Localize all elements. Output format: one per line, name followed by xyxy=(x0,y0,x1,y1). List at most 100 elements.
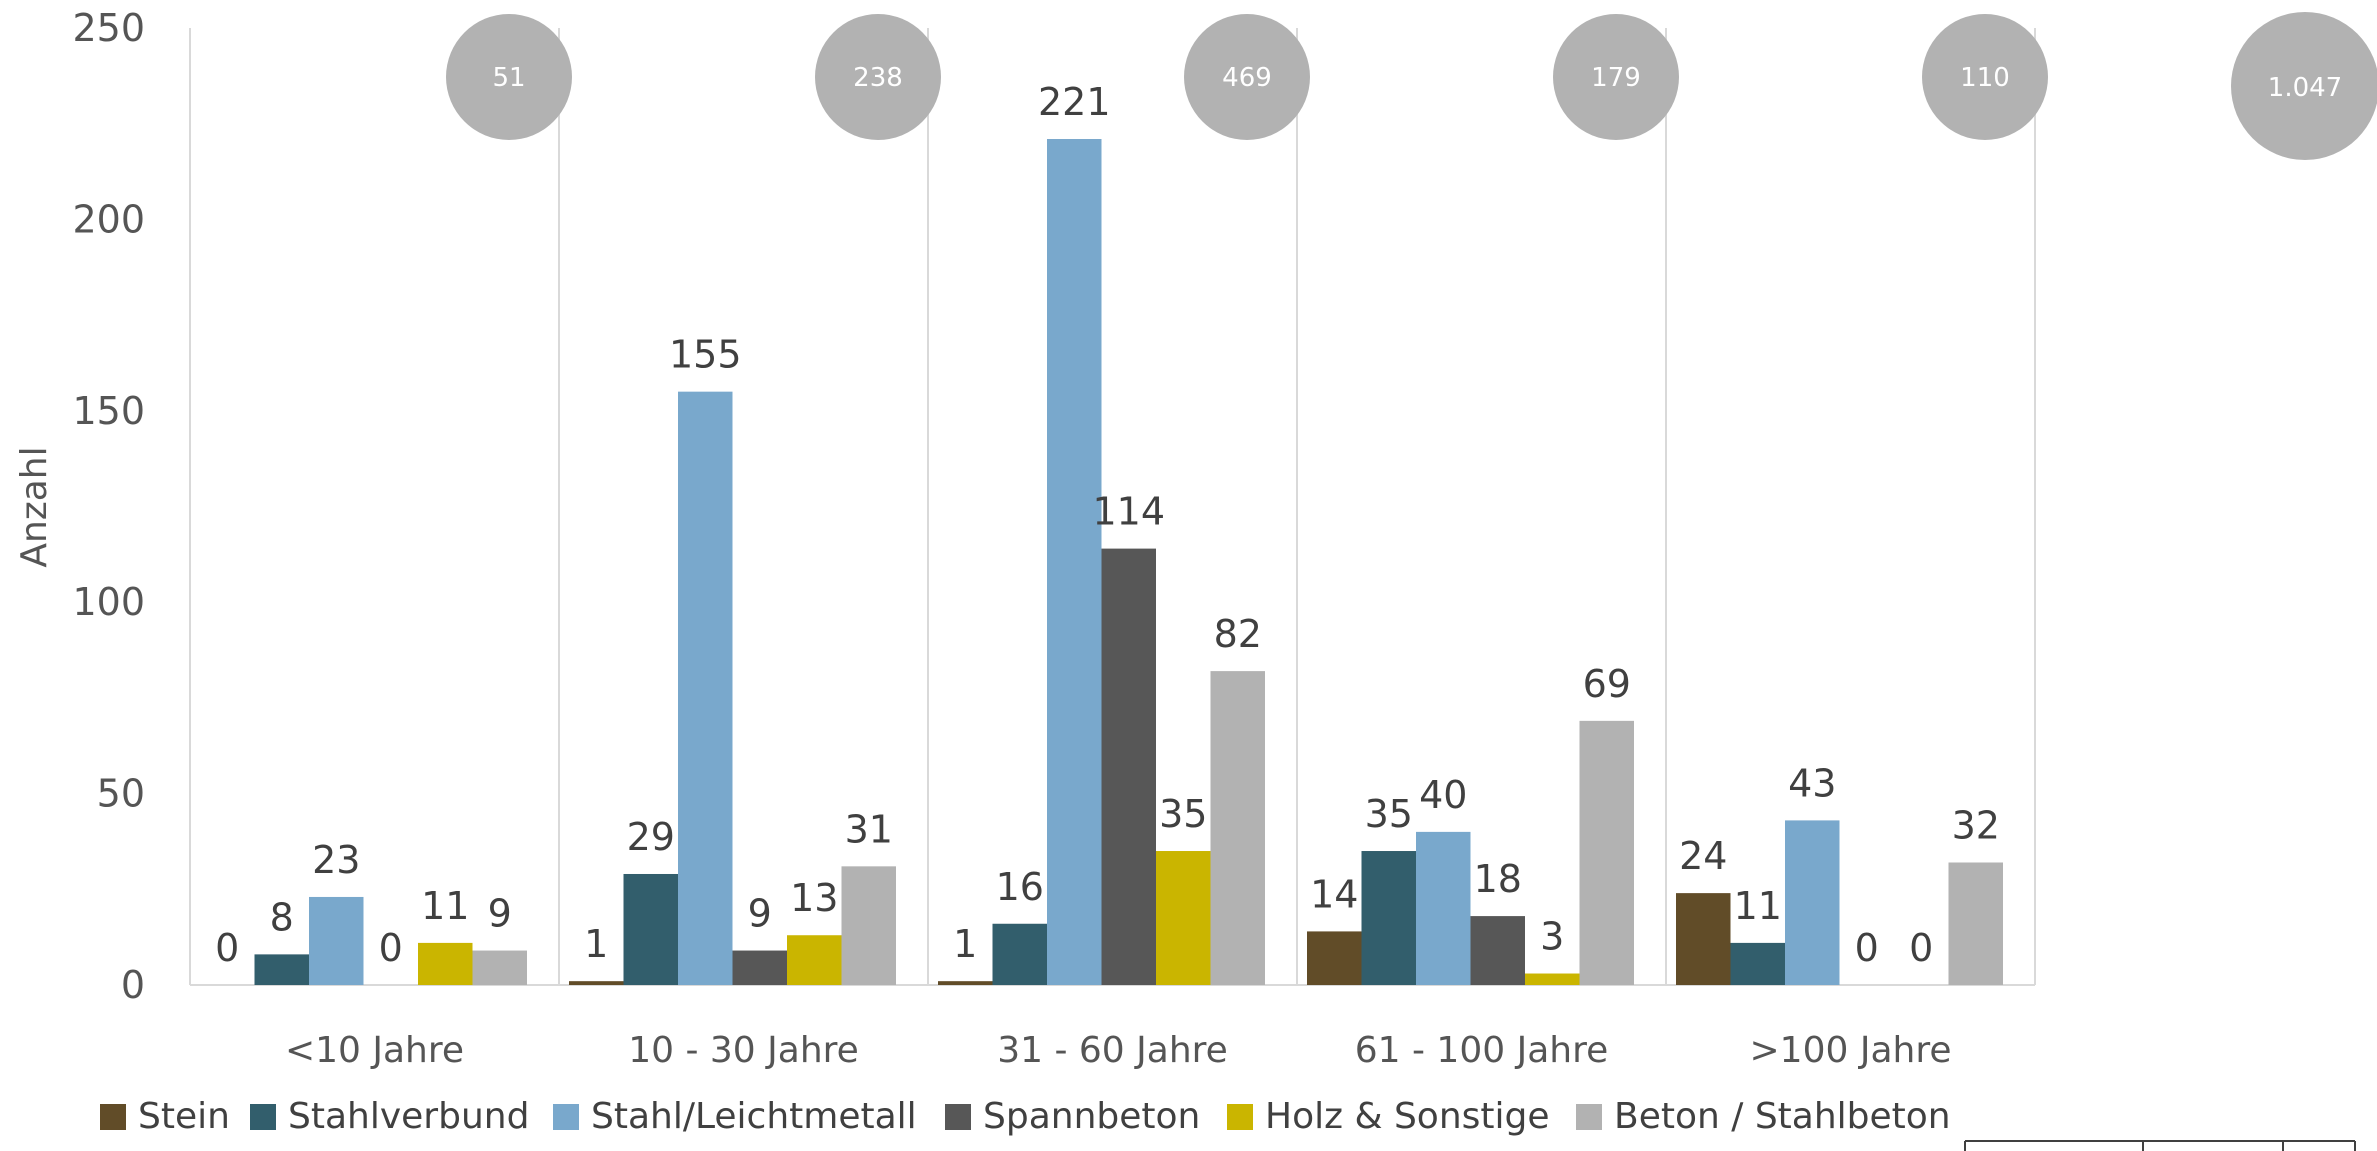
grand-total-label: 1.047 xyxy=(2268,73,2342,103)
data-label: 3 xyxy=(1540,915,1564,959)
legend-label: Holz & Sonstige xyxy=(1265,1096,1550,1137)
category-totals: 51 238 469 179 110 1.047 xyxy=(446,12,2377,160)
legend-label: Stein xyxy=(138,1096,230,1137)
bar xyxy=(418,942,473,985)
bar xyxy=(254,954,309,985)
data-label: 1 xyxy=(584,922,608,966)
bar xyxy=(1210,671,1265,985)
data-label: 31 xyxy=(845,807,893,851)
bars xyxy=(254,139,2003,986)
bar xyxy=(992,923,1047,985)
bar xyxy=(1101,548,1156,985)
legend-swatch xyxy=(1576,1104,1602,1130)
data-label: 11 xyxy=(421,884,469,928)
bar xyxy=(1785,820,1840,985)
data-label: 11 xyxy=(1734,884,1782,928)
bar xyxy=(1948,862,2003,985)
bar xyxy=(1361,851,1416,985)
x-tick-label: >100 Jahre xyxy=(1750,1030,1952,1071)
data-label: 9 xyxy=(748,892,772,936)
bar xyxy=(1579,720,1634,985)
total-label: 179 xyxy=(1591,63,1641,93)
data-label: 43 xyxy=(1788,761,1836,805)
total-marker xyxy=(815,14,941,140)
legend-swatch xyxy=(100,1104,126,1130)
y-tick-label: 250 xyxy=(72,6,145,50)
data-label: 0 xyxy=(215,926,239,970)
legend-label: Stahlverbund xyxy=(288,1096,529,1137)
x-tick-label: 31 - 60 Jahre xyxy=(997,1030,1228,1071)
y-tick-label: 100 xyxy=(72,580,145,624)
bar xyxy=(1156,851,1211,985)
data-label: 114 xyxy=(1092,490,1165,534)
data-label: 0 xyxy=(1909,926,1933,970)
bar xyxy=(309,896,364,985)
x-tick-label: 61 - 100 Jahre xyxy=(1355,1030,1609,1071)
y-tick-label: 150 xyxy=(72,389,145,433)
bar xyxy=(1307,931,1362,985)
data-label: 32 xyxy=(1952,804,2000,848)
data-label: 16 xyxy=(996,865,1044,909)
y-tick-label: 200 xyxy=(72,197,145,241)
data-label: 8 xyxy=(270,895,294,939)
data-label: 18 xyxy=(1474,857,1522,901)
bar xyxy=(472,950,527,985)
legend-label: Stahl/Leichtmetall xyxy=(591,1096,917,1137)
data-label: 221 xyxy=(1038,80,1111,124)
data-label: 9 xyxy=(488,892,512,936)
total-marker xyxy=(1553,14,1679,140)
bar xyxy=(1676,893,1731,985)
legend-label: Spannbeton xyxy=(983,1096,1200,1137)
data-label: 0 xyxy=(379,926,403,970)
bar xyxy=(1730,942,1785,985)
bar xyxy=(938,981,993,985)
x-tick-label: <10 Jahre xyxy=(285,1030,464,1071)
bar xyxy=(1470,916,1525,985)
total-label: 110 xyxy=(1960,63,2010,93)
bar xyxy=(1047,139,1102,986)
bar xyxy=(732,950,787,985)
bar xyxy=(1525,973,1580,985)
data-label: 29 xyxy=(627,815,675,859)
data-label: 1 xyxy=(953,922,977,966)
y-tick-label: 0 xyxy=(121,963,145,1007)
data-label: 13 xyxy=(790,876,838,920)
y-axis-ticks: 0 50 100 150 200 250 xyxy=(72,6,145,1007)
grand-total-marker xyxy=(2231,12,2377,160)
data-label: 23 xyxy=(312,838,360,882)
bar xyxy=(569,981,624,985)
total-label: 238 xyxy=(853,63,903,93)
bar xyxy=(678,391,733,985)
data-label: 40 xyxy=(1419,773,1467,817)
category-labels: <10 Jahre 10 - 30 Jahre 31 - 60 Jahre 61 - … xyxy=(285,1030,1952,1071)
data-label: 155 xyxy=(669,333,742,377)
data-label: 35 xyxy=(1365,792,1413,836)
data-label: 0 xyxy=(1855,926,1879,970)
bar xyxy=(787,935,842,985)
legend-swatch xyxy=(945,1104,971,1130)
data-label: 82 xyxy=(1214,612,1262,656)
bar xyxy=(623,873,678,985)
data-label: 69 xyxy=(1583,662,1631,706)
data-label: 35 xyxy=(1159,792,1207,836)
total-label: 469 xyxy=(1222,63,1272,93)
data-label: 14 xyxy=(1310,872,1358,916)
total-label: 51 xyxy=(492,63,525,93)
legend-label: Beton / Stahlbeton xyxy=(1614,1096,1951,1137)
total-marker xyxy=(446,14,572,140)
total-marker xyxy=(1184,14,1310,140)
legend-swatch xyxy=(250,1104,276,1130)
bar xyxy=(1416,831,1471,985)
bar xyxy=(841,866,896,985)
legend: Stein Stahlverbund Stahl/Leichtmetall Spann… xyxy=(100,1096,2356,1151)
legend-swatch xyxy=(553,1104,579,1130)
total-marker xyxy=(1922,14,2048,140)
y-tick-label: 50 xyxy=(97,772,145,816)
y-axis-title: Anzahl xyxy=(14,446,55,567)
x-tick-label: 10 - 30 Jahre xyxy=(628,1030,859,1071)
data-label: 24 xyxy=(1679,834,1727,878)
legend-swatch xyxy=(1227,1104,1253,1130)
